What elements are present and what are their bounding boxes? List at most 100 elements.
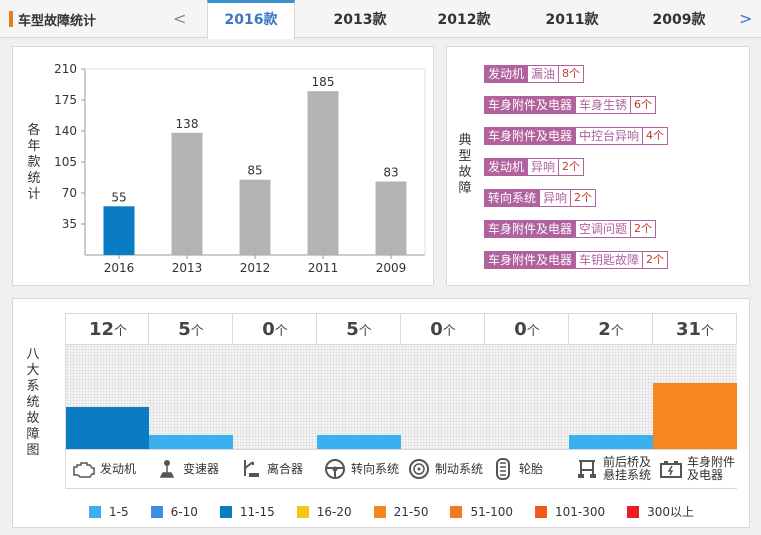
- system-name: 前后桥及 悬挂系统: [603, 455, 652, 482]
- system-label[interactable]: 前后桥及 悬挂系统: [569, 449, 653, 489]
- y-tick-label: 175: [54, 93, 77, 107]
- tab-2012[interactable]: 2012款: [437, 12, 491, 28]
- side-char: 大: [26, 363, 40, 378]
- fault-category: 车身附件及电器: [484, 251, 577, 269]
- side-char: 年: [27, 139, 41, 154]
- x-tick-label: 2013: [172, 261, 203, 275]
- system-column[interactable]: 12个发动机: [65, 313, 150, 489]
- prev-arrow-icon[interactable]: <: [173, 9, 187, 28]
- y-tick-label: 35: [62, 217, 77, 231]
- fault-item[interactable]: 发动机 漏油 8个: [484, 65, 585, 83]
- engine-icon: [72, 458, 96, 480]
- system-count-unit: 个: [274, 324, 288, 339]
- chart-bar: [171, 132, 203, 255]
- system-bar-area: [653, 345, 737, 449]
- legend-item: 300以上: [627, 503, 694, 520]
- system-label[interactable]: 发动机: [66, 449, 150, 489]
- fault-count: 8个: [558, 65, 585, 83]
- chart-bar: [375, 181, 407, 255]
- system-name: 制动系统: [435, 461, 484, 476]
- system-count-unit: 个: [701, 324, 715, 339]
- system-column[interactable]: 0个 制动系统: [401, 313, 485, 489]
- eight-systems-panel: 八 大 系 统 故 障 图 12个 发动机 5个 变速器 0个 离合器 5个 转向系统 0个 制动…: [12, 298, 750, 528]
- side-char: 障: [458, 181, 472, 196]
- system-column[interactable]: 2个前后桥及 悬挂系统: [569, 313, 653, 489]
- title-accent: [9, 11, 13, 27]
- fault-item[interactable]: 车身附件及电器 中控台异响 4个: [484, 127, 669, 145]
- system-column[interactable]: 5个 转向系统: [317, 313, 401, 489]
- system-column[interactable]: 0个 离合器: [233, 313, 317, 489]
- chart-bar: [239, 179, 271, 255]
- system-count-unit: 个: [190, 324, 204, 339]
- system-count-unit: 个: [114, 324, 128, 339]
- legend-label: 21-50: [393, 504, 429, 519]
- legend-item: 11-15: [219, 503, 275, 520]
- tire-icon: [491, 458, 515, 480]
- brake-disc-icon: [407, 458, 431, 480]
- system-label[interactable]: 轮胎: [485, 449, 569, 489]
- system-count-value: 31: [675, 319, 702, 340]
- system-label[interactable]: 车身附件 及电器: [653, 449, 737, 489]
- side-char: 统: [26, 395, 40, 410]
- legend-label: 300以上: [647, 505, 695, 519]
- fault-item[interactable]: 车身附件及电器 车身生锈 6个: [484, 96, 657, 114]
- severity-legend: 1-5 6-10 11-15 16-20 21-50 51-100 101-30…: [89, 503, 716, 520]
- system-name: 变速器: [183, 461, 220, 476]
- system-bar: [66, 407, 150, 449]
- bar-value-label: 83: [383, 165, 398, 179]
- system-count-value: 5: [178, 319, 191, 340]
- system-count: 2个: [569, 313, 653, 345]
- legend-swatch: [373, 505, 386, 518]
- system-bar: [569, 435, 653, 449]
- typical-side-label: 典 型 故 障: [457, 133, 473, 197]
- tab-2009[interactable]: 2009款: [652, 12, 706, 28]
- legend-item: 21-50: [373, 503, 429, 520]
- side-char: 故: [458, 165, 472, 180]
- x-tick-label: 2009: [376, 261, 407, 275]
- system-count: 5个: [149, 313, 233, 345]
- system-count-unit: 个: [526, 324, 540, 339]
- system-column[interactable]: 5个变速器: [149, 313, 233, 489]
- yearly-chart-panel: 各 年 款 统 计 35 70 105 140 175 210 55 2016 138 2013 8…: [12, 46, 434, 286]
- side-char: 系: [26, 379, 40, 394]
- system-label[interactable]: 变速器: [149, 449, 233, 489]
- system-label[interactable]: 转向系统: [317, 449, 401, 489]
- system-label[interactable]: 离合器: [233, 449, 317, 489]
- system-column[interactable]: 31个车身附件 及电器: [653, 313, 737, 489]
- legend-swatch: [89, 505, 101, 518]
- side-char: 统: [27, 171, 41, 186]
- gear-shift-icon: [155, 458, 179, 480]
- next-arrow-icon[interactable]: >: [739, 9, 753, 28]
- system-count-unit: 个: [610, 324, 624, 339]
- side-char: 典: [458, 133, 472, 148]
- fault-count: 2个: [630, 220, 657, 238]
- x-tick-label: 2012: [240, 261, 271, 275]
- tab-2011[interactable]: 2011款: [545, 12, 599, 28]
- fault-item[interactable]: 车身附件及电器 空调问题 2个: [484, 220, 657, 238]
- legend-swatch: [150, 505, 163, 518]
- tab-2016[interactable]: 2016款: [207, 0, 295, 39]
- side-char: 各: [27, 123, 41, 138]
- system-name: 车身附件 及电器: [687, 455, 736, 482]
- system-bar-area: [66, 345, 150, 449]
- legend-label: 101-300: [554, 504, 606, 519]
- side-char: 故: [26, 411, 40, 426]
- system-name: 轮胎: [519, 461, 544, 476]
- side-char: 图: [26, 443, 40, 458]
- system-count: 31个: [653, 313, 737, 345]
- suspension-icon: [575, 458, 599, 480]
- legend-label: 1-5: [109, 504, 129, 519]
- fault-category: 车身附件及电器: [484, 220, 577, 238]
- tab-2013[interactable]: 2013款: [333, 12, 387, 28]
- system-bar-area: [149, 345, 233, 449]
- systems-side-label: 八 大 系 统 故 障 图: [25, 347, 41, 459]
- fault-item[interactable]: 车身附件及电器 车钥匙故障 2个: [484, 251, 669, 269]
- system-count-value: 2: [598, 319, 611, 340]
- system-label[interactable]: 制动系统: [401, 449, 485, 489]
- system-column[interactable]: 0个 轮胎: [485, 313, 569, 489]
- fault-item[interactable]: 转向系统 异响 2个: [484, 189, 597, 207]
- system-bar-area: [317, 345, 401, 449]
- fault-item[interactable]: 发动机 异响 2个: [484, 158, 585, 176]
- system-count-value: 12: [88, 319, 115, 340]
- fault-issue: 异响: [528, 158, 559, 176]
